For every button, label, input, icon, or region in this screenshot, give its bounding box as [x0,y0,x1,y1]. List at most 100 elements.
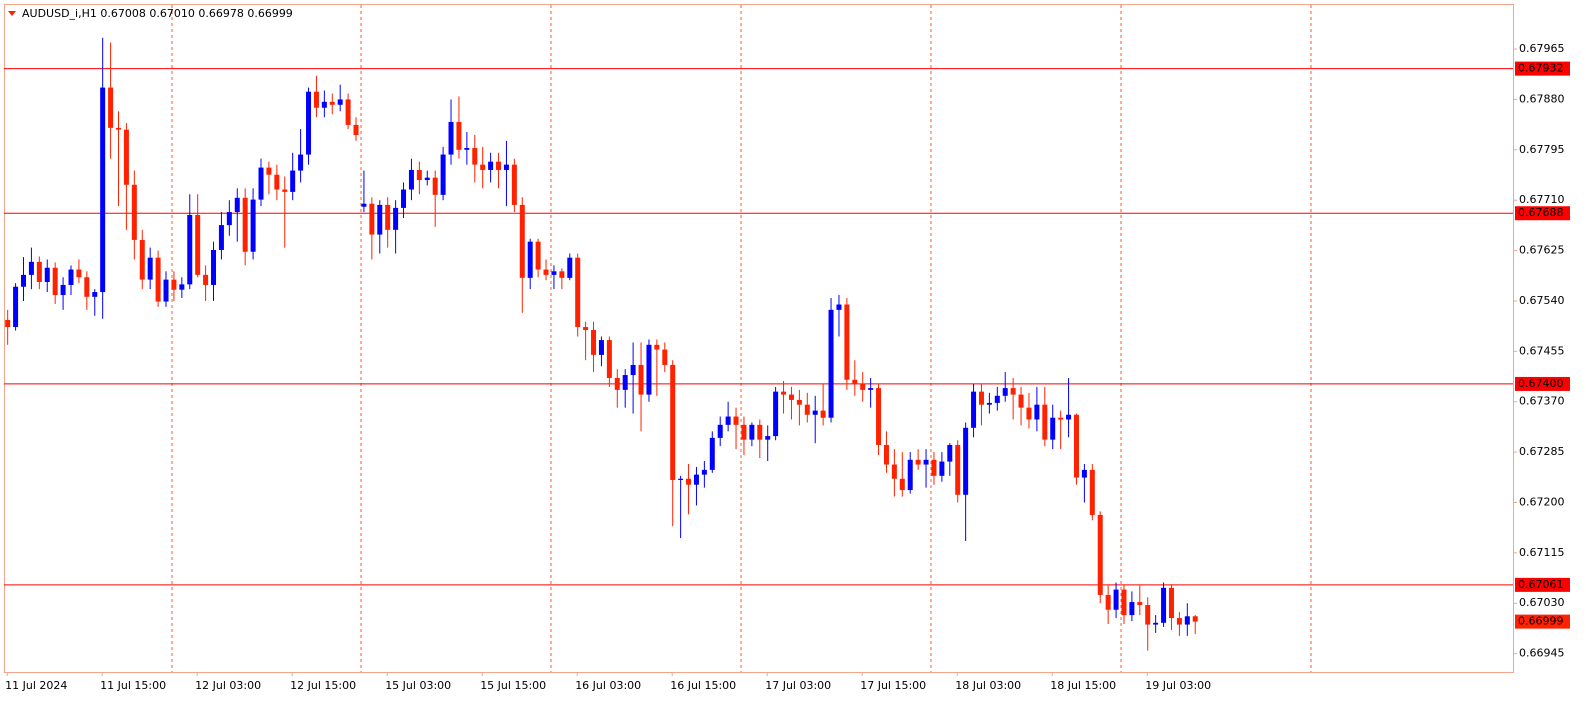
x-tick-label: 18 Jul 15:00 [1050,679,1116,692]
candle-body [701,469,707,475]
x-tick-label: 17 Jul 15:00 [860,679,926,692]
candle-body [1105,594,1111,610]
candle-body [100,87,106,293]
y-tick-label: 0.67115 [1519,546,1565,559]
x-tick-label: 16 Jul 15:00 [670,679,736,692]
candle-body [820,410,826,418]
y-tick-label: 0.66945 [1519,647,1565,660]
level-label: 0.67061 [1518,578,1564,591]
candle-body [575,257,581,328]
candle-body [1066,414,1072,420]
candle-body [923,459,929,465]
candle-body [1018,394,1024,408]
candle-body [416,169,422,181]
candle-body [963,427,969,495]
candle-body [448,121,454,155]
candle-body [899,478,905,491]
candle-body [211,249,217,285]
candle-body [488,161,494,170]
candle-body [907,459,913,491]
last-price-label: 0.66999 [1518,615,1564,628]
candle-body [535,241,541,270]
candle-body [662,349,668,365]
candle-body [68,269,74,285]
candle-body [1073,414,1079,478]
candle-body [931,459,937,476]
x-tick-label: 15 Jul 15:00 [480,679,546,692]
candle-body [749,424,755,440]
candle-body [274,174,280,190]
level-label: 0.67932 [1518,62,1564,75]
candle-body [163,279,169,302]
candle-body [678,478,684,480]
candle-body [337,99,343,105]
candle-body [36,261,42,282]
candle-body [361,203,367,207]
candle-body [788,394,794,400]
candle-body [1058,417,1064,420]
x-tick-label: 19 Jul 03:00 [1145,679,1211,692]
candle-body [147,257,153,280]
candle-body [1168,587,1174,619]
candle-body [266,167,272,175]
level-label: 0.67688 [1518,206,1564,219]
candle-body [693,474,699,485]
candle-body [60,284,66,296]
x-tick-label: 16 Jul 03:00 [575,679,641,692]
candle-body [503,164,509,170]
candle-body [1153,622,1159,625]
candle-body [1161,587,1167,623]
candle-body [329,101,335,105]
last-price-box [1515,614,1570,629]
candle-body [583,327,589,330]
candle-body [76,269,82,278]
candle-body [385,204,391,230]
candle-body [717,424,723,438]
candle-body [139,239,145,280]
candle-body [836,304,842,310]
candle-body [1192,616,1198,622]
candle-body [638,364,644,395]
candle-body [796,399,802,405]
candle-body [84,277,90,297]
candle-body [218,225,224,250]
candle-body [606,340,612,379]
candle-body [915,459,921,465]
candle-body [1081,469,1087,478]
candle-body [369,203,375,235]
candle-body [891,464,897,479]
candle-body [298,154,304,171]
candle-body [1010,388,1016,395]
candle-body [242,197,248,252]
level-label-box [1515,61,1570,76]
candle-body [686,478,692,485]
candle-body [203,274,209,285]
chart-header: AUDUSD_i,H1 0.67008 0.67010 0.66978 0.66… [22,7,293,20]
candle-body [844,304,850,380]
candle-body [567,257,573,278]
candle-body [939,461,945,476]
candle-body [725,416,731,425]
candle-body [472,148,478,165]
symbol-menu-arrow[interactable] [8,11,16,16]
y-tick-label: 0.67795 [1519,143,1565,156]
candle-body [195,215,201,275]
candle-body [955,444,961,495]
y-tick-label: 0.67200 [1519,495,1565,508]
y-tick-label: 0.67455 [1519,344,1565,357]
candle-body [306,91,312,155]
candle-body [401,189,407,208]
candle-body [614,378,620,390]
candle-body [52,267,58,296]
candle-body [852,379,858,384]
candle-body [250,199,256,252]
candle-body [1113,589,1119,610]
y-tick-label: 0.67540 [1519,294,1565,307]
candle-body [1184,616,1190,625]
candle-body [21,274,27,287]
candle-body [519,204,525,278]
candle-body [92,292,98,297]
candle-body [781,391,787,395]
candle-body [123,129,129,185]
candle-body [155,257,161,302]
